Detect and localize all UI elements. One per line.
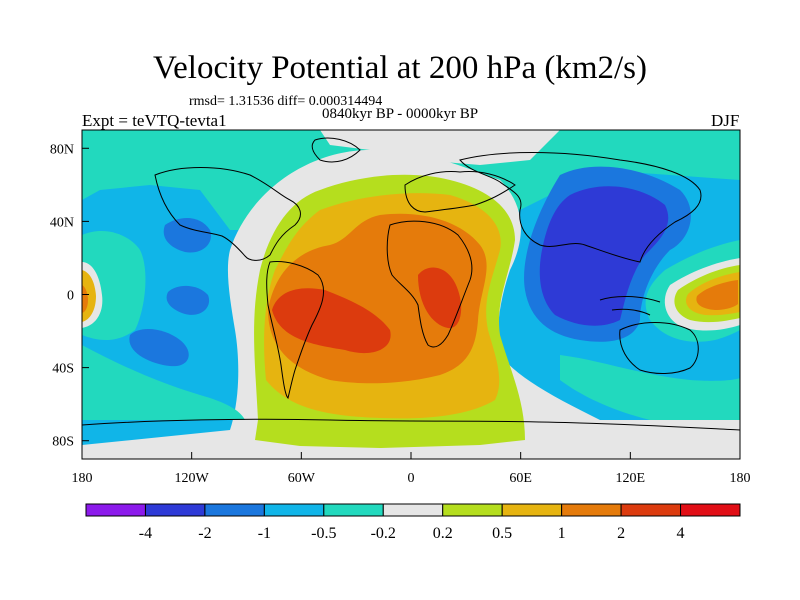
field-level-neg1-south-pacific bbox=[129, 328, 189, 367]
australia-coast bbox=[619, 322, 699, 374]
coastlines bbox=[81, 137, 741, 431]
season-label: DJF bbox=[711, 111, 740, 130]
colorbar-swatch bbox=[263, 503, 325, 517]
field-level-pos2-africa bbox=[418, 267, 462, 329]
europe-coast bbox=[404, 171, 516, 213]
color-legend: -4 -2 -1 -0.5 -0.2 0.2 0.5 1 2 4 bbox=[85, 503, 741, 542]
field-level-neg1-central-pacific bbox=[166, 285, 210, 315]
colorbar-label: -2 bbox=[198, 525, 211, 542]
indonesia-coast bbox=[599, 296, 661, 316]
south-america-coast bbox=[266, 261, 324, 399]
field-level-neg02-southwest bbox=[82, 345, 245, 420]
field-level-pos1-east bbox=[696, 280, 738, 310]
map-title: Velocity Potential at 200 hPa (km2/s) bbox=[152, 50, 648, 86]
colorbar-swatch bbox=[620, 503, 682, 517]
lon-tick-label: 0 bbox=[408, 471, 415, 486]
field-level-neg1-north-pacific bbox=[163, 218, 211, 253]
colorbar-label: 0.5 bbox=[492, 525, 512, 542]
experiment-label: Expt = teVTQ-tevta1 bbox=[82, 111, 227, 130]
lat-tick-label: 80S bbox=[52, 435, 74, 450]
colorbar-label: 1 bbox=[558, 525, 566, 542]
period-text: 0840kyr BP - 0000kyr BP bbox=[322, 106, 479, 122]
field-level-neg2-asia bbox=[539, 186, 669, 326]
africa-coast bbox=[386, 220, 473, 348]
lon-tick-label: 180 bbox=[730, 471, 751, 486]
colorbar-swatch bbox=[323, 503, 384, 517]
north-america-coast bbox=[154, 167, 301, 261]
lat-tick-label: 40N bbox=[50, 215, 74, 230]
colorbar-label: -0.2 bbox=[371, 525, 396, 542]
colorbar-swatch bbox=[501, 503, 563, 517]
colorbar-swatch bbox=[561, 503, 622, 517]
colorbar-label: -0.5 bbox=[311, 525, 336, 542]
colorbar-swatch bbox=[204, 503, 265, 517]
field-level-pos2-america bbox=[272, 288, 391, 354]
field-level-zero-north bbox=[320, 130, 560, 165]
lat-tick-label: 40S bbox=[52, 362, 74, 377]
asia-coast bbox=[459, 152, 702, 263]
antarctica-coast bbox=[81, 418, 741, 431]
lon-tick-label: 60E bbox=[509, 471, 532, 486]
lon-tick-label: 60W bbox=[288, 471, 316, 486]
colorbar-label: 2 bbox=[617, 525, 625, 542]
latitude-ticks: 80N 40N 0 40S 80S bbox=[50, 142, 89, 450]
field-level-pos1-west bbox=[82, 285, 88, 313]
colorbar-swatch bbox=[85, 503, 146, 517]
lon-tick-label: 120E bbox=[616, 471, 646, 486]
colorbar-swatch bbox=[144, 503, 206, 517]
colorbar-swatch bbox=[442, 503, 503, 517]
stats-text: rmsd= 1.31536 diff= 0.000314494 bbox=[189, 94, 383, 109]
lat-tick-label: 0 bbox=[67, 289, 74, 304]
colorbar-label: -4 bbox=[139, 525, 152, 542]
field-level-neg02 bbox=[82, 130, 740, 230]
field-level-neg02-south bbox=[560, 355, 740, 420]
colorbar-swatch bbox=[680, 503, 741, 517]
colorbar-swatch bbox=[382, 503, 444, 517]
lat-tick-label: 80N bbox=[50, 142, 74, 157]
colorbar-label: 0.2 bbox=[433, 525, 453, 542]
lon-tick-label: 180 bbox=[72, 471, 93, 486]
longitude-ticks: 180 120W 60W 0 60E 120E 180 bbox=[72, 452, 751, 486]
lon-tick-label: 120W bbox=[175, 471, 210, 486]
colorbar-label: 4 bbox=[677, 525, 685, 542]
greenland-coast bbox=[311, 137, 361, 163]
colorbar-label: -1 bbox=[258, 525, 271, 542]
